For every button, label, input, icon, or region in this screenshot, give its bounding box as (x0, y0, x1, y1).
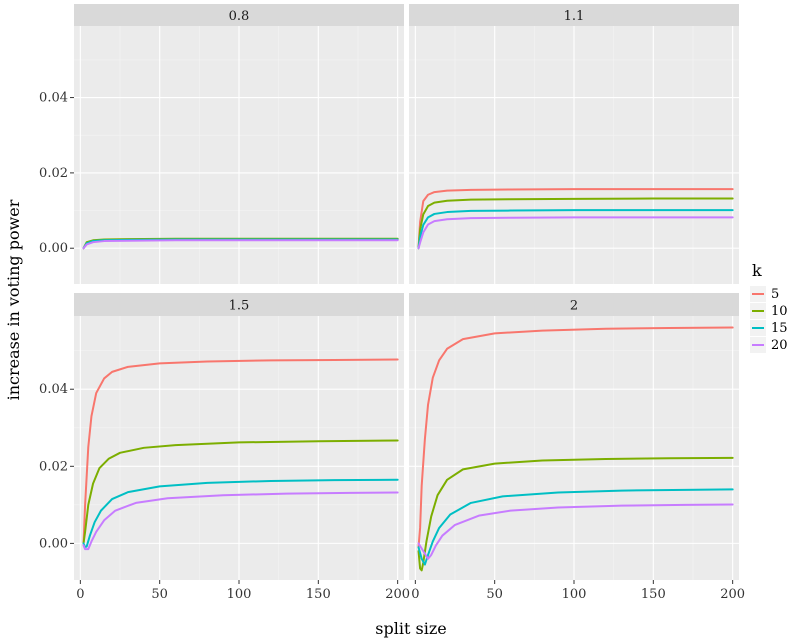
y-tick-label: 0.00 (39, 241, 68, 256)
x-axis-title: split size (375, 619, 446, 638)
series-line-k-5 (417, 188, 734, 250)
y-tick-label: 0.04 (39, 382, 68, 397)
y-tick-label: 0.04 (39, 91, 68, 106)
series-line-k-10 (82, 439, 399, 545)
panel-strip (409, 293, 739, 316)
x-tick-label: 50 (151, 587, 168, 602)
panel-strip (74, 293, 404, 316)
x-tick-label: 200 (720, 587, 745, 602)
x-tick-label: 50 (486, 587, 503, 602)
panel-strip (74, 4, 404, 26)
panel-strip-label: 1.1 (564, 9, 585, 24)
x-tick-label: 100 (227, 587, 252, 602)
panel-strip-label: 0.8 (229, 9, 250, 24)
legend-title: k (752, 261, 762, 280)
series-line-k-10 (417, 197, 734, 250)
x-tick-label: 200 (385, 587, 410, 602)
legend-entry: 15 (750, 320, 788, 336)
legend-label: 15 (771, 321, 788, 336)
legend-entries: 5 10 15 20 (750, 286, 788, 353)
y-tick-label: 0.00 (39, 536, 68, 551)
panel: 0.8 0.00 0.02 0.04 (39, 4, 404, 284)
panel: 2 0 50 100 150 200 (409, 293, 745, 602)
series-line-k-5 (417, 326, 734, 549)
panel-strip-label: 1.5 (229, 299, 250, 314)
y-axis-title: increase in voting power (4, 199, 23, 400)
series-line-k-5 (82, 358, 399, 545)
series-line-k-20 (417, 503, 734, 560)
series-line-k-15 (82, 478, 399, 549)
legend-entry: 10 (750, 303, 788, 319)
series-line-k-20 (417, 216, 734, 250)
y-tick-label: 0.02 (39, 459, 68, 474)
panel: 1.5 0.00 0.02 0.04 0 50 100 150 200 (39, 293, 410, 602)
panel: 1.1 (409, 4, 739, 284)
x-tick-label: 0 (76, 587, 84, 602)
series-line-k-20 (82, 239, 399, 250)
series-line-k-15 (417, 209, 734, 250)
series-line-k-15 (417, 488, 734, 566)
legend-entry: 5 (750, 286, 779, 302)
panels-layer: 0.80.000.020.041.11.50.000.020.040 50 100 1… (39, 4, 745, 602)
series-line-k-20 (82, 491, 399, 551)
x-tick-label: 100 (562, 587, 587, 602)
x-tick-label: 150 (306, 587, 331, 602)
panel-strip-label: 2 (570, 299, 578, 314)
x-tick-label: 150 (641, 587, 666, 602)
legend-label: 5 (771, 287, 779, 302)
y-tick-label: 0.02 (39, 166, 68, 181)
x-tick-label: 0 (411, 587, 419, 602)
legend: k 5 10 15 20 (750, 261, 788, 353)
legend-entry: 20 (750, 337, 788, 353)
series-line-k-10 (417, 456, 734, 572)
legend-label: 10 (771, 304, 788, 319)
legend-label: 20 (771, 338, 788, 353)
panel-strip (409, 4, 739, 26)
